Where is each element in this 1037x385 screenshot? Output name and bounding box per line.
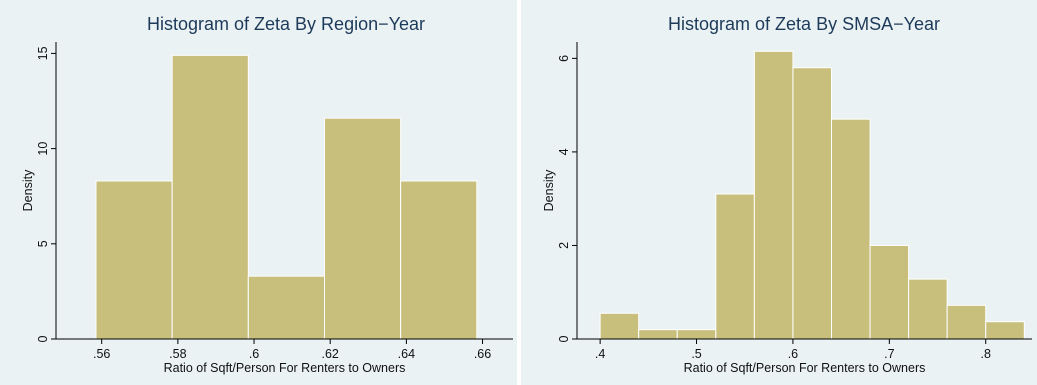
x-tick-label: .64 xyxy=(398,347,415,361)
y-axis-label: Density xyxy=(21,169,35,211)
histogram-bar xyxy=(247,275,325,340)
histogram-bar xyxy=(676,329,717,340)
histogram-bar xyxy=(753,50,794,340)
y-tick-label: 2 xyxy=(557,242,571,249)
y-tick-label: 6 xyxy=(557,55,571,62)
histogram-bar xyxy=(599,312,640,340)
x-tick-label: .6 xyxy=(249,347,259,361)
histogram-bar xyxy=(985,321,1025,340)
y-tick-label: 5 xyxy=(36,240,50,247)
histogram-bar xyxy=(715,193,755,340)
histogram-bar xyxy=(830,118,871,340)
y-tick-label: 0 xyxy=(36,335,50,342)
histogram-bar xyxy=(323,117,402,340)
y-tick-label: 0 xyxy=(557,335,571,342)
x-tick-label: .4 xyxy=(595,347,605,361)
x-tick-label: .66 xyxy=(474,347,491,361)
y-tick-label: 15 xyxy=(36,46,50,60)
x-tick-label: .6 xyxy=(788,347,798,361)
x-tick-label: .8 xyxy=(981,347,991,361)
y-axis-label: Density xyxy=(542,169,556,211)
x-axis-label: Ratio of Sqft/Person For Renters to Owne… xyxy=(164,361,406,375)
histogram-bar xyxy=(946,304,987,340)
chart-title: Histogram of Zeta By Region−Year xyxy=(147,14,425,34)
histogram-bar xyxy=(400,180,478,340)
y-tick-label: 4 xyxy=(557,148,571,155)
x-tick-label: .7 xyxy=(884,347,894,361)
y-tick-label: 10 xyxy=(36,142,50,156)
histogram-bar xyxy=(95,180,173,340)
x-tick-label: .5 xyxy=(691,347,701,361)
chart-title: Histogram of Zeta By SMSA−Year xyxy=(668,14,940,34)
histogram-bar xyxy=(171,54,249,340)
histogram-bar xyxy=(908,278,948,340)
histogram-bar xyxy=(638,329,678,340)
x-tick-label: .58 xyxy=(169,347,186,361)
histogram-region-year-chart: Histogram of Zeta By Region−Year 0 5 10 15 De… xyxy=(21,14,513,375)
x-axis-label: Ratio of Sqft/Person For Renters to Owne… xyxy=(684,361,926,375)
histogram-smsa-year-chart: Histogram of Zeta By SMSA−Year 0 2 4 6 Densit… xyxy=(542,14,1032,375)
histogram-bar xyxy=(869,244,910,340)
x-tick-label: .62 xyxy=(322,347,339,361)
histogram-region-year-panel: Histogram of Zeta By Region−Year 0 5 10 15 De… xyxy=(0,0,517,385)
histogram-smsa-year-panel: Histogram of Zeta By SMSA−Year 0 2 4 6 Densit… xyxy=(521,0,1037,385)
x-tick-label: .56 xyxy=(93,347,110,361)
histogram-bar xyxy=(792,67,832,340)
